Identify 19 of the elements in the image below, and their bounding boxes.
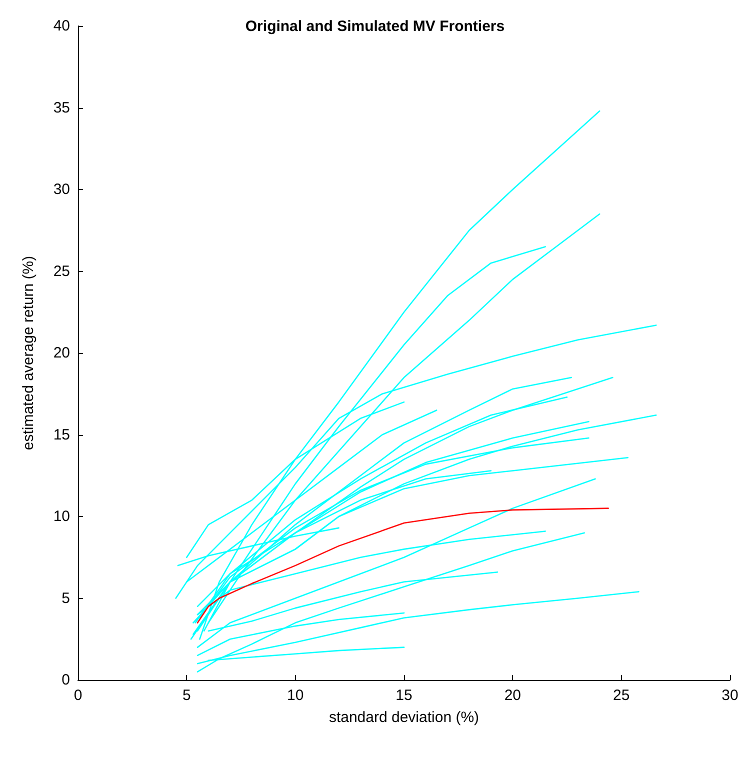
x-axis-title: standard deviation (%) <box>328 709 480 726</box>
x-tick-label: 15 <box>396 687 412 704</box>
y-tick-label: 5 <box>62 590 70 607</box>
chart-title: Original and Simulated MV Frontiers <box>245 18 505 35</box>
x-tick-label: 30 <box>722 687 738 704</box>
x-tick-label: 0 <box>74 687 82 704</box>
y-axis-title: estimated average return (%) <box>20 256 37 450</box>
y-tick-label: 25 <box>53 262 70 280</box>
y-tick-label: 0 <box>62 672 70 688</box>
y-tick-label: 35 <box>53 99 70 116</box>
y-tick-label: 30 <box>53 181 70 198</box>
y-tick-label: 40 <box>53 18 70 34</box>
x-tick-label: 10 <box>286 687 304 704</box>
x-tick-label: 20 <box>504 687 522 704</box>
x-tick-label: 25 <box>612 687 630 704</box>
y-tick-label: 15 <box>53 426 70 444</box>
y-tick-label: 10 <box>53 508 70 525</box>
y-tick-label: 20 <box>53 344 70 362</box>
x-tick-label: 5 <box>182 687 191 704</box>
